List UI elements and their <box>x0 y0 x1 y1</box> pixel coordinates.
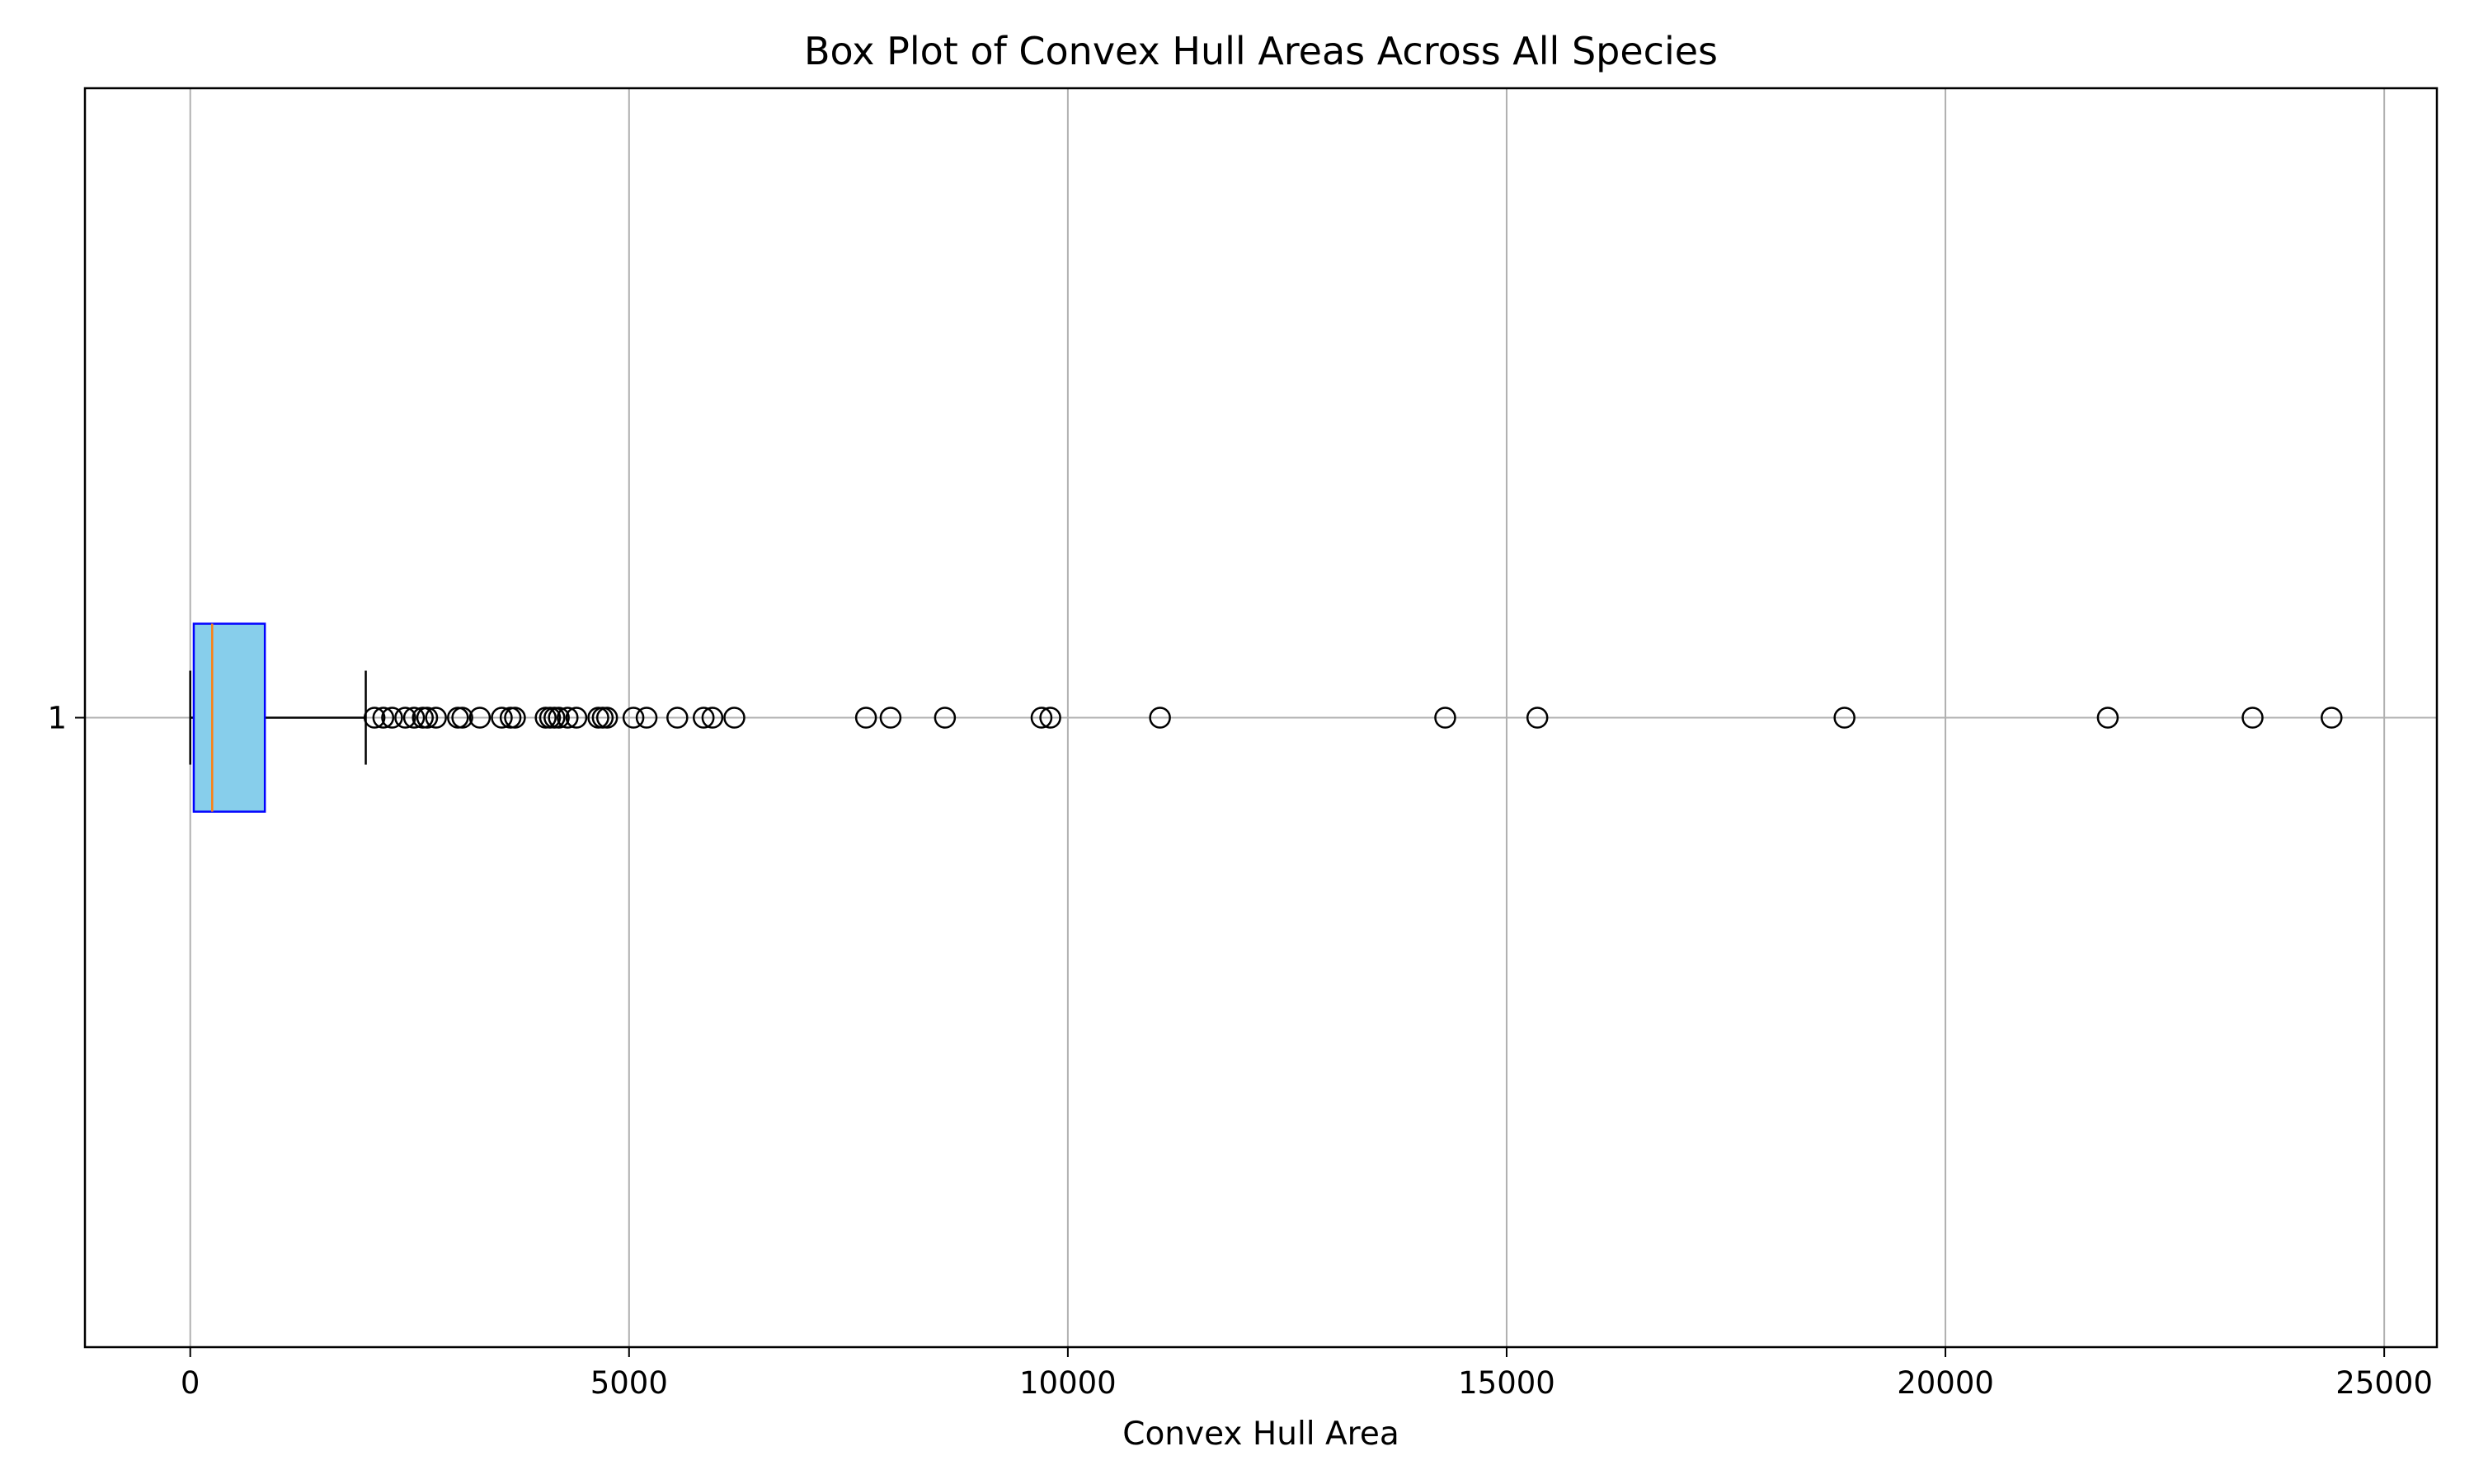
box-plot <box>189 622 2343 813</box>
outlier-point <box>491 707 513 729</box>
outlier-point <box>468 707 492 729</box>
outlier-point <box>1526 707 1549 729</box>
outlier-point <box>1039 707 1061 729</box>
outlier-point <box>504 707 526 729</box>
outlier-point <box>381 707 403 729</box>
outlier-point <box>1833 707 1856 729</box>
x-tick-label: 10000 <box>1019 1365 1117 1401</box>
outlier-point <box>565 707 588 729</box>
outlier-point <box>701 707 724 729</box>
outlier-point <box>416 707 439 729</box>
x-tick-label: 20000 <box>1897 1365 1994 1401</box>
chart-title: Box Plot of Convex Hull Areas Across All… <box>804 29 1718 73</box>
y-tick-label: 1 <box>47 701 67 736</box>
outlier-point <box>854 707 877 729</box>
outlier-point <box>879 707 902 729</box>
outlier-point <box>557 707 579 729</box>
x-tick-label: 25000 <box>2335 1365 2433 1401</box>
outlier-point <box>402 707 426 729</box>
outlier-point <box>451 707 473 729</box>
outlier-point <box>622 707 645 729</box>
outlier-point <box>363 707 386 729</box>
grid-lines <box>85 88 2437 1347</box>
x-axis-title: Convex Hull Area <box>1122 1416 1399 1453</box>
iqr-box <box>192 622 266 813</box>
outlier-point <box>394 707 416 729</box>
outlier-point <box>372 707 395 729</box>
x-tick-label: 0 <box>181 1365 200 1401</box>
axis-ticks: 0 5000 10000 15000 20000 25000 1 <box>47 701 2433 1402</box>
outlier-point <box>2241 707 2264 729</box>
x-tick-label: 5000 <box>590 1365 668 1401</box>
outlier-point <box>2096 707 2119 729</box>
outlier-point <box>666 707 689 729</box>
outlier-point <box>723 707 745 729</box>
outlier-point <box>1030 707 1053 729</box>
outlier-point <box>1149 707 1171 729</box>
outlier-point <box>635 707 658 729</box>
x-tick-label: 15000 <box>1458 1365 1555 1401</box>
outlier-point <box>1434 707 1456 729</box>
outlier-point <box>692 707 715 729</box>
outlier-point <box>425 707 447 729</box>
outlier-point <box>595 707 618 729</box>
outlier-point <box>934 707 957 729</box>
outlier-point <box>548 707 570 729</box>
outlier-point <box>2321 707 2343 729</box>
